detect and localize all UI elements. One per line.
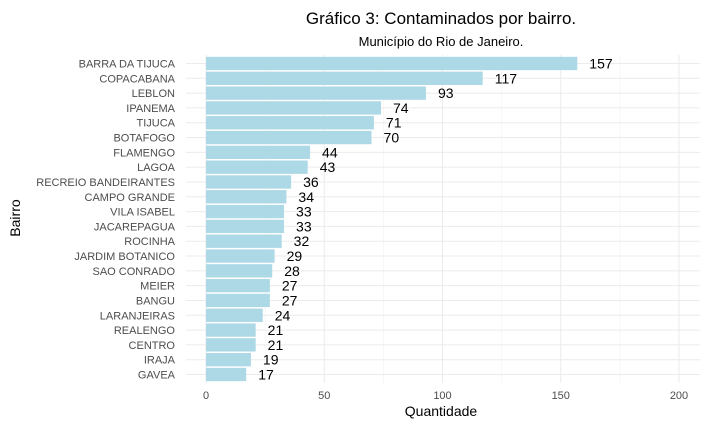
x-tick-label: 50: [318, 390, 330, 402]
bar: [206, 71, 483, 85]
bar: [206, 130, 372, 145]
y-axis-title: Bairro: [7, 199, 23, 237]
bar: [206, 234, 282, 248]
category-labels: BARRA DA TIJUCA COPACABANA LEBLON IPANEMA TI…: [36, 59, 175, 382]
x-tick-label: 200: [670, 390, 688, 402]
category-label: JACAREPAGUA: [94, 221, 176, 233]
value-label: 27: [282, 292, 298, 308]
value-label: 117: [495, 70, 518, 86]
chart-title: Gráfico 3: Contaminados por bairro.: [306, 9, 576, 28]
category-label: REALENGO: [114, 325, 176, 337]
value-label: 21: [268, 322, 284, 338]
category-label: JARDIM BOTANICO: [74, 251, 175, 263]
category-label: MEIER: [140, 281, 175, 293]
category-label: CAMPO GRANDE: [85, 192, 175, 204]
category-label: COPACABANA: [99, 73, 175, 85]
bar: [206, 353, 251, 367]
value-label: 21: [268, 337, 284, 353]
value-label: 33: [296, 218, 312, 234]
bar: [206, 367, 247, 382]
value-label: 28: [284, 263, 300, 279]
category-label: CENTRO: [129, 340, 176, 352]
bar: [206, 293, 270, 308]
category-label: TIJUCA: [137, 118, 176, 130]
x-tick-labels: 0 50 100 150 200: [203, 390, 688, 402]
value-label: 19: [263, 352, 279, 368]
category-label: BARRA DA TIJUCA: [79, 59, 176, 71]
bar: [206, 190, 287, 204]
bar: [206, 323, 256, 337]
bar: [206, 219, 285, 234]
bar: [206, 101, 382, 115]
category-label: IPANEMA: [126, 103, 175, 115]
bar: [206, 249, 275, 263]
bar: [206, 56, 578, 71]
bar: [206, 308, 263, 322]
category-label: RECREIO BANDEIRANTES: [36, 177, 175, 189]
value-label: 157: [589, 56, 613, 72]
value-label: 29: [287, 248, 303, 264]
category-label: SAO CONRADO: [92, 266, 175, 278]
bar: [206, 338, 256, 352]
value-label: 17: [258, 367, 274, 383]
x-tick-label: 100: [433, 390, 451, 402]
value-label: 43: [320, 159, 336, 175]
bar: [206, 175, 292, 189]
value-labels: 1571179374717044433634333332292827272421…: [258, 56, 613, 383]
value-label: 71: [386, 115, 402, 131]
bar: [206, 264, 273, 278]
bars: [206, 56, 578, 382]
category-label: BANGU: [136, 295, 175, 307]
value-label: 24: [275, 307, 291, 323]
category-label: BOTAFOGO: [113, 133, 175, 145]
category-label: LAGOA: [137, 162, 176, 174]
x-tick-label: 0: [203, 390, 209, 402]
category-label: VILA ISABEL: [110, 207, 175, 219]
value-label: 33: [296, 204, 312, 220]
value-label: 70: [384, 130, 400, 146]
bar: [206, 278, 270, 293]
category-label: ROCINHA: [124, 236, 175, 248]
bar: [206, 160, 308, 174]
value-label: 36: [303, 174, 319, 190]
chart-subtitle: Município do Rio de Janeiro.: [359, 34, 524, 49]
bar: [206, 204, 285, 219]
bar: [206, 145, 311, 160]
category-label: FLAMENGO: [113, 147, 175, 159]
value-label: 44: [322, 144, 338, 160]
x-tick-label: 150: [552, 390, 570, 402]
value-label: 34: [298, 189, 314, 205]
category-label: GAVEA: [138, 370, 176, 382]
category-label: LEBLON: [132, 88, 175, 100]
value-label: 74: [393, 100, 409, 116]
category-label: IRAJA: [144, 355, 176, 367]
x-axis-title: Quantidade: [405, 403, 478, 419]
value-label: 93: [438, 85, 454, 101]
category-label: LARANJEIRAS: [100, 310, 175, 322]
bar: [206, 86, 426, 100]
bar: [206, 116, 374, 130]
value-label: 32: [294, 233, 310, 249]
value-label: 27: [282, 278, 298, 294]
